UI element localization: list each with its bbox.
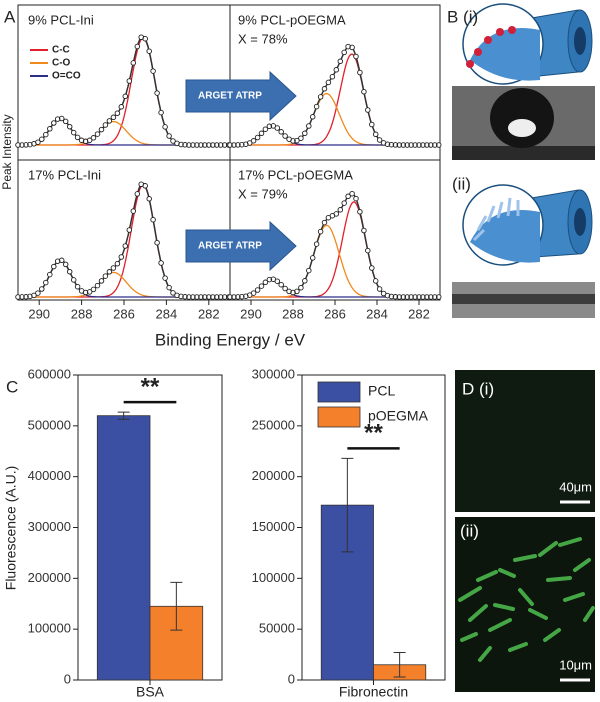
x-tick-label: 282 (408, 306, 430, 321)
error-bar (393, 652, 406, 678)
arrow-label: ARGET ATRP (198, 91, 262, 102)
x-tick-label: 290 (28, 306, 50, 321)
panel-label: B (i) (447, 7, 478, 26)
y-tick-label: 300000 (252, 366, 295, 381)
x-tick-label: BSA (136, 684, 165, 700)
bar (96, 415, 151, 681)
spectrum-label: 17% PCL-pOEGMA (238, 167, 353, 182)
envelope-markers (227, 43, 442, 148)
spectrum-label: X = 79% (238, 186, 288, 201)
envelope-markers (15, 181, 232, 300)
x-tick-label: 286 (324, 306, 346, 321)
x-tick-label: 284 (156, 306, 178, 321)
scale-bar-label: 40μm (559, 479, 592, 494)
panel-b-diagram-ii (462, 184, 593, 266)
y-tick-label: 150000 (252, 519, 295, 534)
envelope-markers (227, 190, 442, 300)
significance-label: ** (364, 420, 383, 447)
panel-label: (ii) (460, 521, 479, 540)
legend-label: PCL (368, 383, 395, 399)
envelope-markers (15, 34, 232, 148)
legend-label: C-O (52, 58, 71, 69)
panel-label: A (4, 7, 16, 26)
y-tick-label: 100000 (28, 621, 71, 636)
panel-label: C (6, 377, 18, 396)
significance-label: ** (141, 373, 160, 400)
legend-label: pOEGMA (368, 408, 429, 424)
spectrum-label: 17% PCL-Ini (28, 167, 101, 182)
spectrum-label: 9% PCL-Ini (28, 12, 94, 27)
droplet-substrate (452, 146, 595, 160)
arrow (185, 220, 297, 272)
film-edge (452, 294, 595, 304)
legend-swatch (317, 381, 361, 403)
y-tick-label: 0 (288, 671, 295, 686)
droplet (490, 88, 554, 148)
y-tick-label: 100000 (252, 570, 295, 585)
y-tick-label: 0 (64, 671, 71, 686)
spectrum-label: X = 78% (238, 31, 288, 46)
error-bar (117, 411, 130, 420)
arrow (185, 70, 297, 122)
panel-b-diagram-i (462, 3, 593, 85)
y-tick-label: 500000 (28, 417, 71, 432)
x-tick-label: 282 (198, 306, 220, 321)
droplet-highlight (508, 119, 536, 137)
plot-frame (17, 4, 441, 301)
x-tick-label: 290 (240, 306, 262, 321)
panel-label: D (i) (462, 379, 494, 398)
component-curve (18, 120, 230, 146)
y-axis-label: Fluorescence (A.U.) (3, 466, 19, 590)
y-tick-label: 50000 (259, 621, 295, 636)
legend-label: C-C (52, 45, 70, 56)
legend-label: O=CO (52, 71, 81, 82)
arrow-label: ARGET ATRP (198, 241, 262, 252)
error-bar (341, 457, 354, 553)
spectrum-label: 9% PCL-pOEGMA (238, 12, 346, 27)
x-axis-label: Binding Energy / eV (155, 330, 306, 349)
fluorescence-image-ii (455, 517, 595, 692)
x-tick-label: Fibronectin (339, 684, 408, 700)
y-tick-label: 600000 (28, 366, 71, 381)
y-tick-label: 200000 (28, 570, 71, 585)
x-tick-label: 288 (282, 306, 304, 321)
scale-bar-label: 10μm (559, 657, 592, 672)
component-curve (18, 117, 230, 146)
legend-swatch (317, 406, 361, 428)
y-tick-label: 250000 (252, 417, 295, 432)
fluorescence-image-i (455, 370, 595, 512)
error-bar (170, 581, 183, 631)
y-axis-label: Peak Intensity (0, 114, 14, 189)
x-tick-label: 288 (71, 306, 93, 321)
panel-label: (ii) (452, 174, 471, 193)
y-tick-label: 200000 (252, 468, 295, 483)
x-tick-label: 286 (113, 306, 135, 321)
y-tick-label: 400000 (28, 468, 71, 483)
x-tick-label: 284 (366, 306, 388, 321)
fibroblast-streaks (458, 537, 595, 662)
y-tick-label: 300000 (28, 519, 71, 534)
